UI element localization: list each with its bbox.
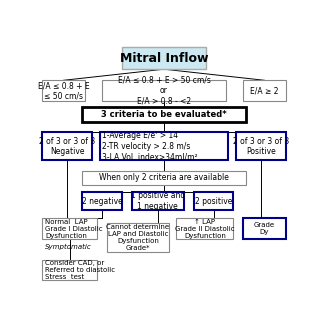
FancyBboxPatch shape bbox=[100, 132, 228, 160]
Text: ↑ LAP
Grade II Diastolic
Dysfunction: ↑ LAP Grade II Diastolic Dysfunction bbox=[175, 219, 235, 239]
Text: E/A ≤ 0.8 + E
≤ 50 cm/s: E/A ≤ 0.8 + E ≤ 50 cm/s bbox=[38, 81, 89, 100]
Text: Cannot determine
LAP and Diastolic
Dysfunction
Grade*: Cannot determine LAP and Diastolic Dysfu… bbox=[106, 224, 170, 251]
FancyBboxPatch shape bbox=[43, 80, 85, 101]
FancyBboxPatch shape bbox=[194, 192, 234, 210]
Text: Mitral Inflow: Mitral Inflow bbox=[120, 52, 208, 65]
Text: 1-Average E/eʼ > 14
2-TR velocity > 2.8 m/s
3-LA Vol. index>34ml/m²: 1-Average E/eʼ > 14 2-TR velocity > 2.8 … bbox=[102, 131, 198, 161]
Text: 2 of 3 or 3 of 3
Positive: 2 of 3 or 3 of 3 Positive bbox=[233, 137, 289, 156]
FancyBboxPatch shape bbox=[107, 223, 169, 252]
Text: Consider CAD, or
Referred to diastolic
Stress  test: Consider CAD, or Referred to diastolic S… bbox=[45, 260, 116, 280]
FancyBboxPatch shape bbox=[43, 218, 97, 239]
FancyBboxPatch shape bbox=[43, 260, 97, 280]
Text: Normal  LAP
Grade I Diastolic
Dysfunction: Normal LAP Grade I Diastolic Dysfunction bbox=[45, 219, 103, 239]
Text: E/A ≥ 2: E/A ≥ 2 bbox=[250, 86, 279, 95]
FancyBboxPatch shape bbox=[82, 192, 122, 210]
FancyBboxPatch shape bbox=[176, 218, 234, 239]
Text: When only 2 criteria are available: When only 2 criteria are available bbox=[99, 173, 229, 182]
Text: Symptomatic: Symptomatic bbox=[45, 244, 92, 250]
Text: 1 positive and
1 negative: 1 positive and 1 negative bbox=[131, 191, 185, 211]
FancyBboxPatch shape bbox=[132, 192, 184, 210]
Text: 2 negative: 2 negative bbox=[82, 196, 122, 205]
Text: Grade
Dy: Grade Dy bbox=[254, 222, 275, 235]
FancyBboxPatch shape bbox=[43, 132, 92, 160]
FancyBboxPatch shape bbox=[82, 108, 246, 122]
FancyBboxPatch shape bbox=[122, 47, 206, 69]
Text: 2 of 3 or 3 of 3
Negative: 2 of 3 or 3 of 3 Negative bbox=[39, 137, 95, 156]
FancyBboxPatch shape bbox=[243, 80, 285, 101]
FancyBboxPatch shape bbox=[102, 80, 226, 101]
Text: 2 positive: 2 positive bbox=[195, 196, 232, 205]
FancyBboxPatch shape bbox=[236, 132, 285, 160]
Text: E/A ≤ 0.8 + E > 50 cm/s
or
E/A > 0.8 - <2: E/A ≤ 0.8 + E > 50 cm/s or E/A > 0.8 - <… bbox=[117, 76, 211, 106]
Text: 3 criteria to be evaluated*: 3 criteria to be evaluated* bbox=[101, 110, 227, 119]
FancyBboxPatch shape bbox=[243, 218, 285, 239]
FancyBboxPatch shape bbox=[82, 171, 246, 185]
